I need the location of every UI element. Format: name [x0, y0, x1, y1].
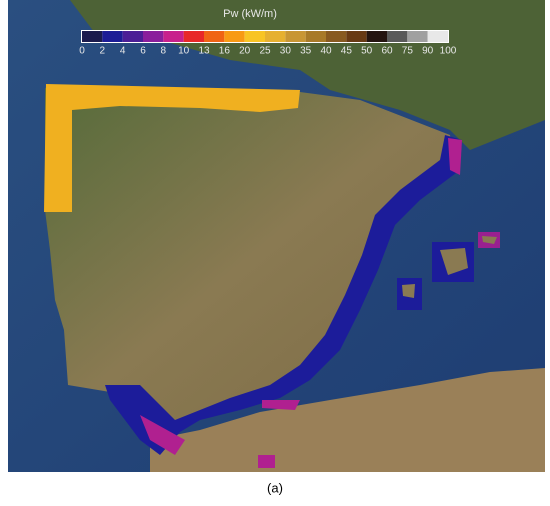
- colorbar-tick-label: 8: [161, 46, 167, 57]
- colorbar-tick-label: 16: [219, 46, 231, 57]
- coast-hotspot: [448, 138, 462, 175]
- colorbar-segment: [163, 31, 184, 42]
- colorbar: 0 2 4 6 8 10 13 16 20 25 30 35 40 45 50 60 75 90 100: [79, 30, 457, 57]
- colorbar-tick-label: 40: [320, 46, 332, 57]
- colorbar-tick-label: 60: [381, 46, 393, 57]
- colorbar-segment: [427, 31, 448, 42]
- coast-hotspot: [258, 455, 275, 468]
- colorbar-tick-label: 10: [178, 46, 190, 57]
- island-land: [440, 248, 468, 275]
- colorbar-tick-label: 6: [140, 46, 146, 57]
- colorbar-tick-label: 90: [422, 46, 434, 57]
- colorbar-segment: [326, 31, 347, 42]
- colorbar-tick-label: 13: [198, 46, 210, 57]
- colorbar-tick-label: 35: [300, 46, 312, 57]
- island-land: [402, 284, 415, 298]
- colorbar-segment: [387, 31, 408, 42]
- colorbar-segment: [183, 31, 204, 42]
- colorbar-segment: [224, 31, 245, 42]
- colorbar-tick-label: 75: [402, 46, 414, 57]
- iberia-land: [45, 88, 455, 428]
- colorbar-segment: [265, 31, 286, 42]
- colorbar-segment: [102, 31, 123, 42]
- coast-atlantic: [44, 84, 300, 212]
- colorbar-tick-label: 4: [120, 46, 126, 57]
- colorbar-segment: [204, 31, 225, 42]
- coast-hotspot: [262, 400, 300, 410]
- colorbar-segment: [407, 31, 428, 42]
- colorbar-segment: [82, 31, 103, 42]
- island-land: [482, 236, 497, 244]
- colorbar-tick-label: 30: [280, 46, 292, 57]
- colorbar-segment: [143, 31, 164, 42]
- colorbar-tick-label: 2: [100, 46, 106, 57]
- colorbar-tick-label: 0: [79, 46, 85, 57]
- colorbar-segment: [366, 31, 387, 42]
- colorbar-segment: [122, 31, 143, 42]
- colorbar-segment: [285, 31, 306, 42]
- coast-mediterranean: [105, 135, 462, 455]
- colorbar-tick-label: 45: [341, 46, 353, 57]
- caption: (a): [267, 480, 283, 495]
- colorbar-segment: [305, 31, 326, 42]
- colorbar-tick-label: 50: [361, 46, 373, 57]
- colorbar-segment: [346, 31, 367, 42]
- legend-title: Pw (kW/m): [223, 8, 277, 20]
- colorbar-tick-label: 20: [239, 46, 251, 57]
- coast-hotspot: [140, 415, 185, 455]
- colorbar-tick-label: 25: [259, 46, 271, 57]
- colorbar-tick-label: 100: [440, 46, 457, 57]
- colorbar-segment: [244, 31, 265, 42]
- africa-land: [150, 368, 545, 472]
